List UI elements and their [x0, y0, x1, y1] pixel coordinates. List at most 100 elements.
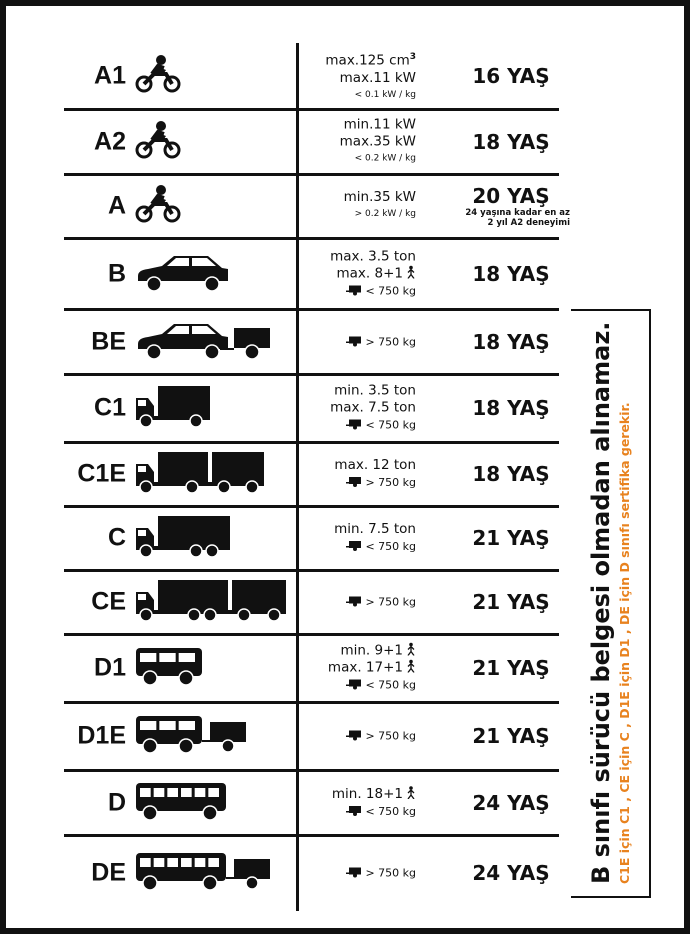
class-label: A1 — [94, 61, 126, 90]
specs: min. 9+1 max. 17+1 < 750 kg — [328, 643, 416, 694]
class-label: C1 — [94, 393, 126, 422]
spec-line: min.35 kW — [343, 189, 416, 205]
license-row-c: C min. 7.5 ton < 750 kg 21 YAŞ — [6, 506, 566, 570]
min-age: 16 YAŞ — [472, 64, 550, 88]
license-row-d1e: D1E > 750 kg 21 YAŞ — [6, 702, 566, 770]
specs: min. 7.5 ton < 750 kg — [334, 521, 416, 555]
spec-line: max.11 kW — [339, 69, 416, 86]
class-label: A2 — [94, 127, 126, 155]
side-note-sub: C1E için C1 , CE için C , D1E için D1 , … — [617, 402, 632, 884]
trailer-icon — [346, 805, 365, 818]
license-row-d1: D1 min. 9+1 max. 17+1 < 750 kg 21 YAŞ — [6, 634, 566, 702]
spec-line: min. 18+1 — [332, 786, 416, 803]
spec-line: > 750 kg — [346, 865, 416, 882]
license-row-a: A min.35 kW > 0.2 kW / kg 20 YAŞ 24 yaşına… — [6, 174, 570, 238]
class-label: D — [107, 788, 126, 816]
spec-line: max. 7.5 ton — [330, 399, 416, 416]
spec-line: max. 8+1 — [330, 265, 416, 282]
license-row-d: D min. 18+1 < 750 kg 24 YAŞ — [6, 770, 566, 835]
license-row-a2: A2 min.11 kW max.35 kW < 0.2 kW / kg 18 YA… — [6, 109, 566, 174]
motorcycle-icon — [134, 120, 182, 164]
row-divider — [64, 701, 559, 704]
row-divider — [64, 441, 559, 444]
spec-line: min. 3.5 ton — [334, 382, 416, 399]
row-divider — [64, 237, 559, 240]
small-truck-icon — [134, 384, 214, 432]
min-age: 21 YAŞ — [472, 526, 550, 550]
row-divider — [64, 834, 559, 837]
spec-line: max.125 cm3 — [325, 51, 416, 69]
class-label: CE — [91, 587, 126, 616]
min-age: 18 YAŞ — [472, 261, 550, 286]
specs: max. 12 ton > 750 kg — [334, 457, 416, 491]
truck-icon — [134, 514, 234, 562]
spec-line: max. 12 ton — [334, 457, 416, 473]
trailer-icon — [346, 730, 365, 743]
license-row-b: B max. 3.5 ton max. 8+1 < 750 kg 18 YAŞ — [6, 238, 566, 309]
row-divider — [64, 769, 559, 772]
spec-line: > 750 kg — [346, 594, 416, 611]
specs: min. 3.5 ton max. 7.5 ton < 750 kg — [330, 383, 416, 434]
row-divider — [64, 308, 559, 311]
trailer-icon — [346, 596, 365, 609]
class-label: A — [107, 191, 126, 220]
class-label: D1E — [77, 721, 126, 750]
person-icon — [403, 265, 416, 281]
spec-line: > 750 kg — [346, 728, 416, 745]
row-divider — [64, 505, 559, 508]
row-divider — [64, 108, 559, 111]
specs: > 750 kg — [346, 333, 416, 350]
row-divider — [64, 633, 559, 636]
trailer-icon — [346, 679, 365, 692]
class-label: B — [107, 259, 126, 287]
row-divider — [64, 373, 559, 376]
car-icon — [134, 250, 234, 298]
spec-line: < 750 kg — [332, 803, 416, 820]
class-label: D1 — [94, 653, 126, 682]
spec-line: < 0.1 kW / kg — [354, 89, 416, 100]
motorcycle-icon — [134, 184, 182, 228]
bus-trailer-icon — [134, 849, 274, 897]
trailer-icon — [346, 867, 365, 880]
trailer-icon — [346, 284, 365, 297]
person-icon — [403, 659, 416, 676]
specs: min.11 kW max.35 kW < 0.2 kW / kg — [340, 116, 416, 167]
spec-line: < 750 kg — [330, 282, 416, 299]
small-truck-trailer-icon — [134, 450, 268, 498]
min-age: 24 YAŞ — [472, 861, 550, 885]
min-age: 21 YAŞ — [472, 724, 550, 748]
class-label: BE — [91, 327, 126, 355]
spec-line: > 750 kg — [334, 474, 416, 491]
spec-line: max. 17+1 — [328, 660, 416, 677]
specs: min.35 kW > 0.2 kW / kg — [344, 189, 416, 223]
spec-line: min.11 kW — [343, 116, 416, 132]
license-row-ce: CE > 750 kg 21 YAŞ — [6, 570, 566, 634]
spec-line: min. 9+1 — [328, 643, 416, 660]
column-divider — [296, 43, 299, 911]
trailer-icon — [346, 540, 365, 553]
license-row-de: DE > 750 kg 24 YAŞ — [6, 835, 566, 911]
person-icon — [403, 785, 416, 802]
specs: max.125 cm3 max.11 kW < 0.1 kW / kg — [325, 49, 416, 104]
minibus-icon — [134, 644, 206, 692]
row-divider — [64, 569, 559, 572]
spec-line: > 0.2 kW / kg — [354, 209, 416, 219]
bus-icon — [134, 779, 230, 827]
license-row-a1: A1 max.125 cm3 max.11 kW < 0.1 kW / kg 16 … — [6, 43, 566, 109]
min-age: 21 YAŞ — [472, 656, 550, 680]
motorcycle-icon — [134, 54, 182, 98]
class-label: DE — [91, 858, 126, 887]
min-age: 18 YAŞ — [472, 329, 550, 354]
min-age: 24 YAŞ — [472, 790, 550, 815]
spec-line: > 750 kg — [346, 333, 416, 350]
spec-line: min. 7.5 ton — [334, 521, 416, 537]
side-note-main: B sınıfı sürücü belgesi olmadan alınamaz… — [587, 321, 615, 884]
min-age: 21 YAŞ — [472, 590, 550, 614]
specs: > 750 kg — [346, 865, 416, 882]
person-icon — [403, 642, 416, 659]
min-age: 18 YAŞ — [472, 396, 550, 420]
class-label: C1E — [77, 459, 126, 488]
specs: max. 3.5 ton max. 8+1 < 750 kg — [330, 248, 416, 299]
license-row-be: BE > 750 kg 18 YAŞ — [6, 309, 566, 374]
spec-line: < 750 kg — [334, 538, 416, 555]
